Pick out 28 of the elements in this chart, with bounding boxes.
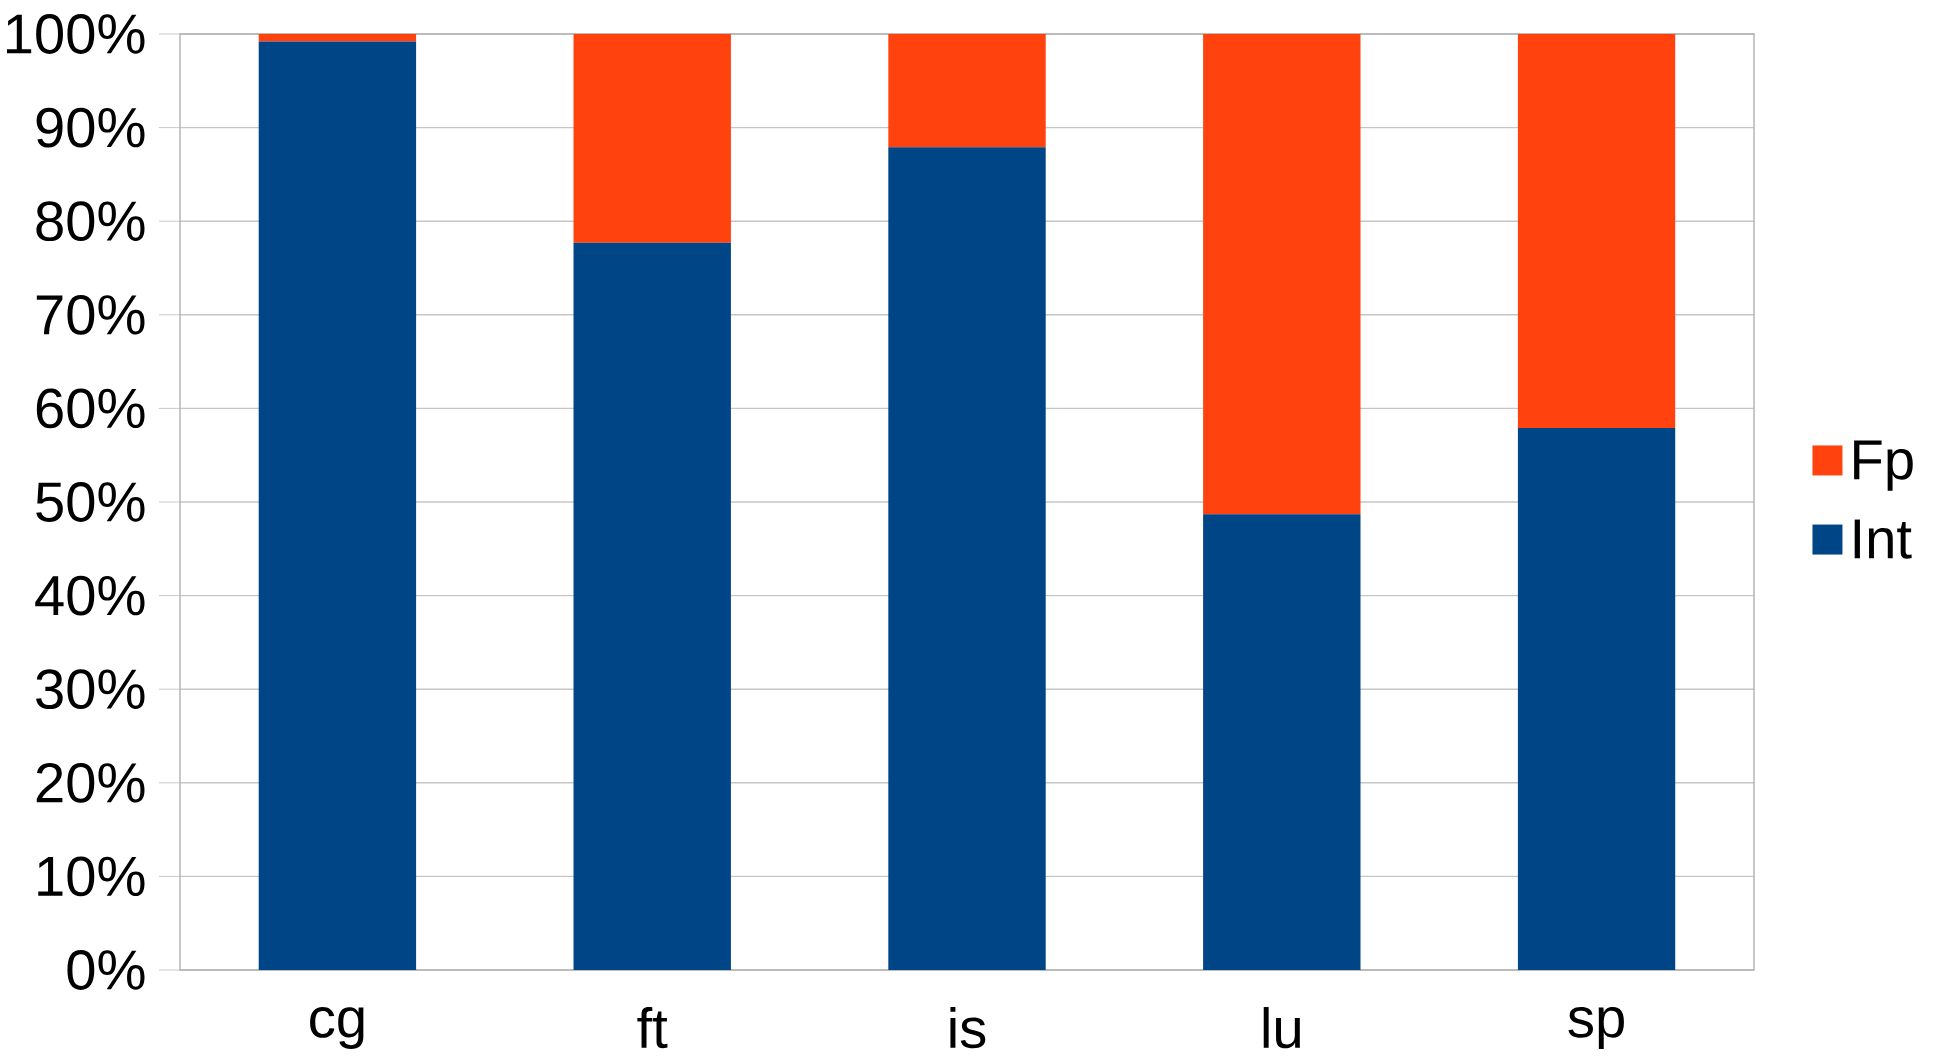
bar xyxy=(888,147,1046,970)
y-tick-label: 10% xyxy=(38,856,145,897)
y-tick-label: 70% xyxy=(36,294,145,335)
legend-label: Int xyxy=(1854,519,1912,559)
x-tick-label: is xyxy=(950,1007,986,1049)
y-tick-label: 60% xyxy=(36,388,145,429)
y-tick-label: 100% xyxy=(6,14,145,54)
x-tick-label: lu xyxy=(1263,1007,1300,1049)
x-tick-label: ft xyxy=(637,1007,668,1049)
y-tick-label: 30% xyxy=(36,669,145,710)
bar xyxy=(1203,34,1361,515)
bar xyxy=(1517,34,1676,429)
y-tick-label: 0% xyxy=(67,950,145,990)
bar xyxy=(888,34,1046,148)
bar xyxy=(573,34,731,243)
y-tick-label: 90% xyxy=(36,107,145,148)
y-tick-label: 50% xyxy=(36,482,145,522)
bar xyxy=(258,34,417,42)
x-tick-label: sp xyxy=(1568,1007,1624,1049)
y-tick-label: 80% xyxy=(36,201,145,242)
bar xyxy=(1203,514,1361,970)
y-tick-label: 20% xyxy=(36,762,145,803)
legend-label: Fp xyxy=(1854,440,1913,491)
y-tick-label: 40% xyxy=(35,575,145,616)
bar xyxy=(1517,428,1676,970)
bar xyxy=(573,242,731,970)
x-tick-label: cg xyxy=(310,1007,364,1049)
bar xyxy=(258,41,417,970)
